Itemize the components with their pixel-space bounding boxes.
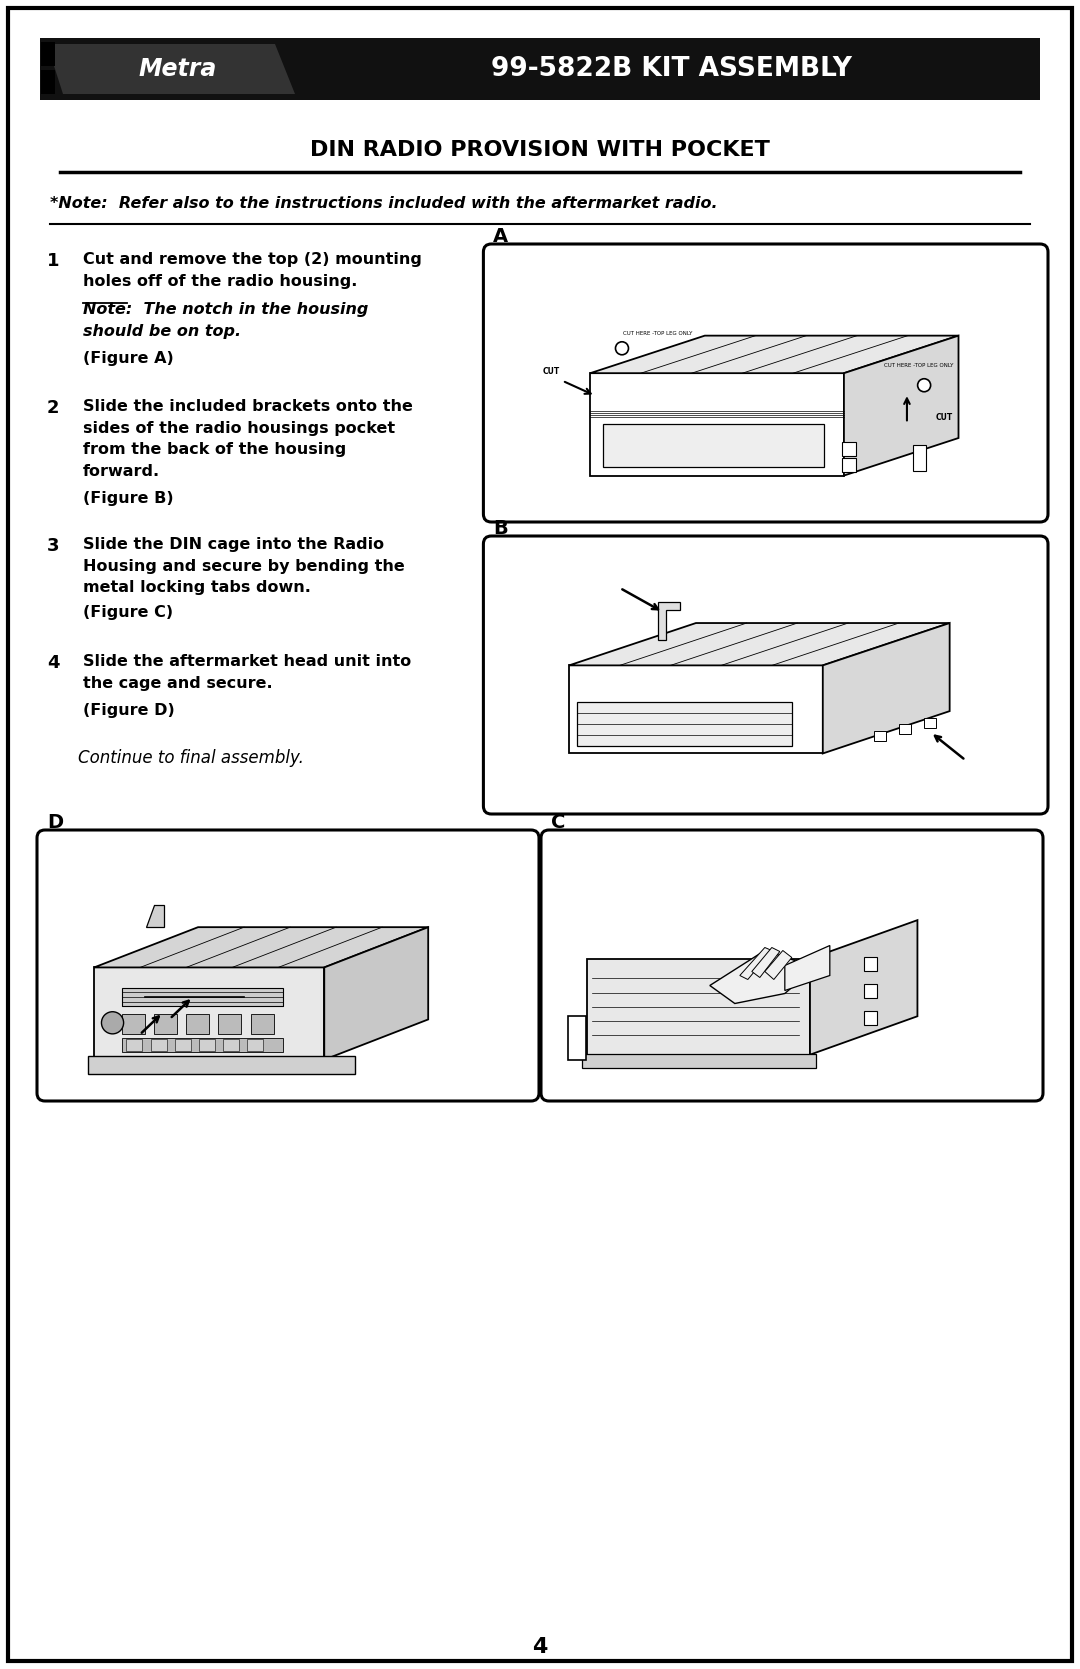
Polygon shape xyxy=(864,985,877,998)
Text: Cut and remove the top (2) mounting
holes off of the radio housing.: Cut and remove the top (2) mounting hole… xyxy=(83,252,422,289)
Text: CUT: CUT xyxy=(935,412,953,422)
Bar xyxy=(199,1040,215,1051)
Bar xyxy=(89,1056,355,1073)
Bar xyxy=(122,988,283,1006)
Text: (Figure A): (Figure A) xyxy=(83,350,174,366)
Bar xyxy=(568,1016,586,1060)
Text: *Note:  Refer also to the instructions included with the aftermarket radio.: *Note: Refer also to the instructions in… xyxy=(50,195,717,210)
Text: Continue to final assembly.: Continue to final assembly. xyxy=(78,749,303,768)
Polygon shape xyxy=(864,1011,877,1025)
Text: CUT HERE -TOP LEG ONLY: CUT HERE -TOP LEG ONLY xyxy=(885,364,954,369)
Text: 1: 1 xyxy=(48,252,59,270)
Bar xyxy=(842,457,856,472)
Bar xyxy=(588,958,810,1055)
Polygon shape xyxy=(864,956,877,971)
Bar xyxy=(218,1013,242,1033)
Bar xyxy=(924,718,936,728)
Text: A: A xyxy=(494,227,509,245)
Text: D: D xyxy=(48,813,63,833)
FancyBboxPatch shape xyxy=(541,829,1043,1102)
Text: 4: 4 xyxy=(532,1637,548,1657)
Bar xyxy=(41,70,55,93)
Bar xyxy=(842,442,856,456)
Bar xyxy=(569,666,823,753)
Text: Slide the DIN cage into the Radio
Housing and secure by bending the
metal lockin: Slide the DIN cage into the Radio Housin… xyxy=(83,537,405,596)
Polygon shape xyxy=(752,948,780,978)
Bar xyxy=(913,446,926,471)
Polygon shape xyxy=(146,905,164,928)
Text: CUT: CUT xyxy=(543,367,561,376)
Text: CUT HERE -TOP LEG ONLY: CUT HERE -TOP LEG ONLY xyxy=(622,330,692,335)
Bar xyxy=(186,1013,210,1033)
Text: Note:  The notch in the housing
should be on top.: Note: The notch in the housing should be… xyxy=(83,302,368,339)
Circle shape xyxy=(102,1011,123,1033)
Text: Slide the aftermarket head unit into
the cage and secure.: Slide the aftermarket head unit into the… xyxy=(83,654,411,691)
Text: Metra: Metra xyxy=(138,57,217,82)
Polygon shape xyxy=(591,335,959,374)
Bar xyxy=(94,968,324,1060)
Polygon shape xyxy=(48,43,295,93)
Text: (Figure C): (Figure C) xyxy=(83,604,173,619)
Polygon shape xyxy=(569,623,949,666)
Polygon shape xyxy=(765,951,792,980)
Polygon shape xyxy=(94,928,428,968)
FancyBboxPatch shape xyxy=(484,536,1048,814)
FancyBboxPatch shape xyxy=(484,244,1048,522)
Text: C: C xyxy=(551,813,565,833)
Polygon shape xyxy=(658,603,680,639)
Bar xyxy=(150,1040,166,1051)
Bar xyxy=(122,1013,145,1033)
Polygon shape xyxy=(810,920,917,1055)
Bar xyxy=(154,1013,177,1033)
Bar xyxy=(874,731,886,741)
Bar xyxy=(41,42,55,65)
Bar xyxy=(577,703,793,746)
Polygon shape xyxy=(710,951,800,1003)
Bar xyxy=(582,1053,816,1068)
Circle shape xyxy=(616,342,629,355)
Polygon shape xyxy=(740,948,772,980)
Bar xyxy=(603,424,824,467)
Text: B: B xyxy=(494,519,509,537)
Text: 2: 2 xyxy=(48,399,59,417)
Text: Slide the included brackets onto the
sides of the radio housings pocket
from the: Slide the included brackets onto the sid… xyxy=(83,399,413,479)
Bar xyxy=(247,1040,264,1051)
Bar xyxy=(40,38,1040,100)
Polygon shape xyxy=(823,623,949,753)
Text: DIN RADIO PROVISION WITH POCKET: DIN RADIO PROVISION WITH POCKET xyxy=(310,140,770,160)
Text: 99-5822B KIT ASSEMBLY: 99-5822B KIT ASSEMBLY xyxy=(491,57,852,82)
Text: (Figure B): (Figure B) xyxy=(83,491,174,506)
Polygon shape xyxy=(785,946,829,990)
Bar xyxy=(222,1040,239,1051)
FancyBboxPatch shape xyxy=(37,829,539,1102)
Bar xyxy=(175,1040,191,1051)
Bar xyxy=(591,374,843,476)
Text: 3: 3 xyxy=(48,537,59,556)
Polygon shape xyxy=(843,335,959,476)
Text: 4: 4 xyxy=(48,654,59,673)
Text: (Figure D): (Figure D) xyxy=(83,703,175,718)
Circle shape xyxy=(918,379,931,392)
Bar xyxy=(899,724,910,734)
Bar xyxy=(122,1038,283,1053)
Bar xyxy=(126,1040,143,1051)
Bar xyxy=(251,1013,273,1033)
Polygon shape xyxy=(324,928,428,1060)
